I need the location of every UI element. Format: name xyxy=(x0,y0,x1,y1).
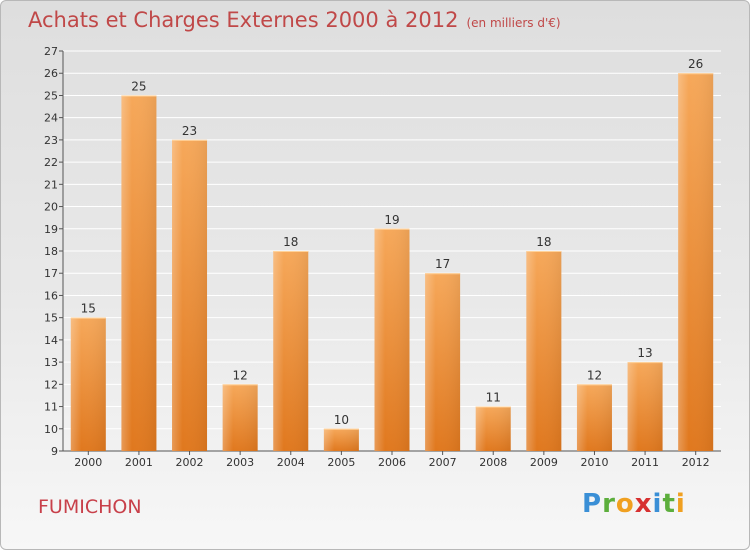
y-tick-label: 26 xyxy=(44,67,58,80)
unit-label: (en milliers d'€) xyxy=(466,16,561,30)
bar-shade xyxy=(172,139,208,451)
chart-title: Achats et Charges Externes 2000 à 2012 (e… xyxy=(28,8,561,32)
town-name: FUMICHON xyxy=(38,496,142,518)
y-tick-label: 18 xyxy=(44,245,58,258)
bar-shade xyxy=(70,317,106,451)
y-tick-label: 27 xyxy=(44,45,58,58)
y-tick-label: 21 xyxy=(44,178,58,191)
data-label: 26 xyxy=(688,57,703,71)
y-tick-label: 10 xyxy=(44,423,58,436)
data-label: 25 xyxy=(131,79,146,93)
x-tick-label: 2003 xyxy=(226,456,254,469)
bar-shade xyxy=(678,73,714,451)
bar-shade xyxy=(526,251,562,451)
proxiti-logo[interactable]: Proxiti xyxy=(582,489,686,519)
x-tick-label: 2006 xyxy=(378,456,406,469)
data-label: 12 xyxy=(233,368,248,382)
x-tick-label: 2009 xyxy=(530,456,558,469)
x-tick-label: 2004 xyxy=(277,456,305,469)
y-tick-label: 25 xyxy=(44,89,58,102)
data-label: 17 xyxy=(435,257,450,271)
data-label: 23 xyxy=(182,124,197,138)
x-tick-label: 2008 xyxy=(479,456,507,469)
bar-shade xyxy=(374,228,410,451)
bar-shade xyxy=(627,362,663,451)
title-text: Achats et Charges Externes 2000 à 2012 xyxy=(28,8,459,32)
x-tick-label: 2000 xyxy=(74,456,102,469)
bar-shade xyxy=(425,273,461,451)
y-tick-label: 22 xyxy=(44,156,58,169)
bars: 15 25 23 12 18 10 19 17 11 18 12 13 26 xyxy=(70,57,714,451)
data-label: 12 xyxy=(587,368,602,382)
bar-shade xyxy=(323,428,359,451)
y-tick-label: 14 xyxy=(44,334,58,347)
y-tick-label: 12 xyxy=(44,378,58,391)
y-tick-label: 9 xyxy=(51,445,58,458)
bar-shade xyxy=(576,384,612,451)
data-label: 13 xyxy=(637,346,652,360)
y-tick-label: 13 xyxy=(44,356,58,369)
bar-shade xyxy=(273,251,309,451)
data-label: 11 xyxy=(486,391,501,405)
y-tick-label: 11 xyxy=(44,401,58,414)
x-tick-label: 2011 xyxy=(631,456,659,469)
data-label: 15 xyxy=(81,302,96,316)
y-tick-label: 16 xyxy=(44,289,58,302)
x-tick-label: 2012 xyxy=(682,456,710,469)
data-label: 19 xyxy=(384,213,399,227)
bar-shade xyxy=(222,384,258,451)
data-label: 18 xyxy=(536,235,551,249)
data-label: 18 xyxy=(283,235,298,249)
x-tick-label: 2001 xyxy=(125,456,153,469)
y-tick-label: 24 xyxy=(44,112,58,125)
y-tick-label: 20 xyxy=(44,201,58,214)
x-tick-label: 2002 xyxy=(176,456,204,469)
bar-shade xyxy=(475,406,511,451)
x-tick-label: 2010 xyxy=(580,456,608,469)
x-tick-label: 2005 xyxy=(327,456,355,469)
bar-shade xyxy=(121,95,157,451)
y-tick-label: 15 xyxy=(44,312,58,325)
x-tick-label: 2007 xyxy=(429,456,457,469)
data-label: 10 xyxy=(334,413,349,427)
y-tick-label: 17 xyxy=(44,267,58,280)
y-tick-label: 23 xyxy=(44,134,58,147)
y-tick-label: 19 xyxy=(44,223,58,236)
